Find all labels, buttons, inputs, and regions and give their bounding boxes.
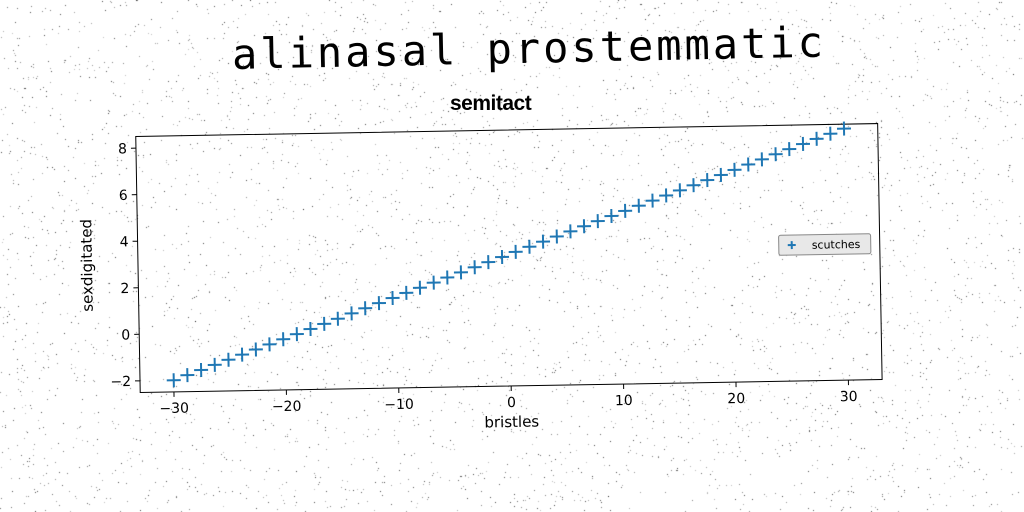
data-point: [659, 188, 674, 203]
data-point: [782, 142, 797, 157]
data-point: [358, 301, 373, 316]
x-tick-label: −10: [384, 397, 414, 414]
y-tick-label: 8: [118, 141, 127, 157]
data-point: [754, 152, 769, 167]
data-point: [727, 162, 742, 177]
data-point: [180, 368, 195, 383]
data-point: [385, 290, 400, 306]
legend-box: [778, 233, 872, 256]
legend-label: scutches: [812, 238, 861, 252]
data-point: [481, 255, 496, 270]
data-point: [467, 260, 482, 275]
plot-area: [135, 123, 883, 393]
data-point: [618, 203, 633, 218]
data-point: [166, 373, 181, 388]
x-tick-label: −20: [272, 399, 302, 416]
chart-title: semitact: [450, 92, 532, 115]
data-point: [440, 270, 455, 285]
y-tick-label: 6: [119, 188, 128, 204]
data-point: [645, 193, 660, 208]
x-axis-label: bristles: [484, 413, 539, 432]
legend-marker: [787, 241, 796, 250]
data-point: [522, 239, 537, 254]
data-points: [166, 121, 852, 388]
data-point: [221, 352, 236, 367]
data-point: [563, 224, 578, 239]
data-point: [631, 198, 646, 213]
data-point: [426, 275, 441, 290]
data-point: [686, 178, 701, 193]
y-tick-label: 0: [121, 327, 130, 343]
data-point: [823, 126, 838, 141]
data-point: [262, 337, 277, 352]
y-tick-label: 2: [120, 281, 129, 297]
data-point: [248, 342, 263, 357]
data-point: [453, 265, 468, 280]
data-point: [207, 357, 222, 372]
data-point: [317, 316, 332, 331]
data-point: [536, 234, 551, 249]
data-point: [577, 219, 592, 234]
x-tick-label: 30: [840, 389, 858, 405]
data-point: [768, 147, 783, 162]
data-point: [604, 208, 619, 223]
data-point: [549, 229, 564, 244]
data-point: [672, 183, 687, 198]
data-point: [344, 306, 359, 321]
data-point: [412, 280, 427, 295]
data-point: [741, 157, 756, 172]
x-tick-label: −30: [159, 401, 189, 418]
data-point: [713, 167, 728, 182]
y-axis: −2 0 2 4 6 8: [110, 141, 141, 390]
y-tick-label: −2: [110, 374, 131, 390]
data-point: [508, 244, 523, 259]
x-axis: −30 −20 −10 0 10 20 30: [159, 380, 858, 417]
data-point: [303, 321, 318, 336]
data-point: [795, 136, 811, 151]
x-tick-label: 20: [727, 391, 745, 407]
data-point: [590, 214, 605, 229]
data-point: [371, 296, 386, 311]
data-point: [399, 285, 414, 300]
data-point: [289, 327, 304, 342]
data-point: [194, 362, 209, 378]
y-tick-label: 4: [120, 234, 129, 250]
data-point: [276, 332, 291, 347]
y-axis-label: sexdigitated: [77, 219, 97, 312]
data-point: [809, 131, 824, 146]
legend: scutches: [778, 233, 872, 256]
data-point: [700, 173, 715, 188]
data-point: [235, 347, 250, 362]
data-point: [836, 121, 852, 136]
data-point: [330, 311, 345, 326]
data-point: [495, 249, 510, 264]
x-tick-label: 0: [507, 395, 516, 411]
x-tick-label: 10: [615, 393, 633, 409]
